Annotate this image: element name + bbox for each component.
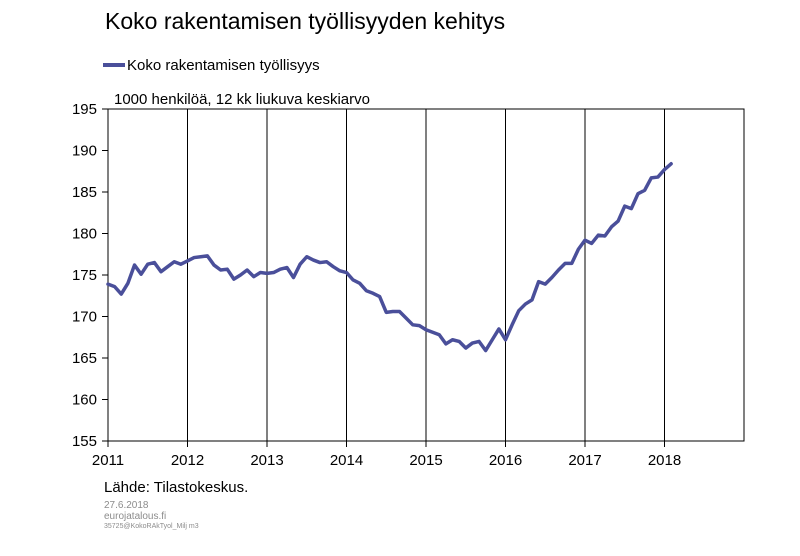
y-tick-label: 165: [72, 350, 97, 367]
chart-title: Koko rakentamisen työllisyyden kehitys: [105, 8, 506, 34]
y-tick-label: 160: [72, 392, 97, 409]
x-tick-label: 2017: [568, 452, 601, 469]
series-layer: [106, 162, 673, 353]
unit-label: 1000 henkilöä, 12 kk liukuva keskiarvo: [114, 91, 370, 108]
grid-layer: [187, 109, 665, 441]
axis-layer: 155 160 165 170 175 180 185 190 195 2011 2012 2013 2…: [72, 101, 681, 469]
y-tick-label: 155: [72, 433, 97, 450]
x-tick-label: 2014: [330, 452, 363, 469]
y-tick-label: 190: [72, 143, 97, 160]
x-tick-label: 2015: [409, 452, 442, 469]
footer-site: eurojatalous.fi: [104, 511, 167, 522]
footer-code: 35725@KokoRAkTyol_Milj m3: [104, 523, 199, 530]
legend-swatch: [103, 63, 125, 67]
x-tick-label: 2013: [250, 452, 283, 469]
series-line: [106, 162, 673, 353]
source-note: Lähde: Tilastokeskus.: [104, 479, 249, 496]
y-tick-label: 175: [72, 267, 97, 284]
legend-label: Koko rakentamisen työllisyys: [127, 56, 320, 74]
footer-date: 27.6.2018: [104, 500, 149, 511]
legend: Koko rakentamisen työllisyys: [103, 55, 320, 75]
x-tick-label: 2018: [648, 452, 681, 469]
x-tick-label: 2016: [489, 452, 522, 469]
y-tick-label: 195: [72, 101, 97, 118]
y-tick-label: 180: [72, 226, 97, 243]
x-tick-label: 2011: [92, 452, 124, 469]
y-tick-label: 185: [72, 184, 97, 201]
y-tick-label: 170: [72, 309, 97, 326]
x-tick-label: 2012: [171, 452, 204, 469]
